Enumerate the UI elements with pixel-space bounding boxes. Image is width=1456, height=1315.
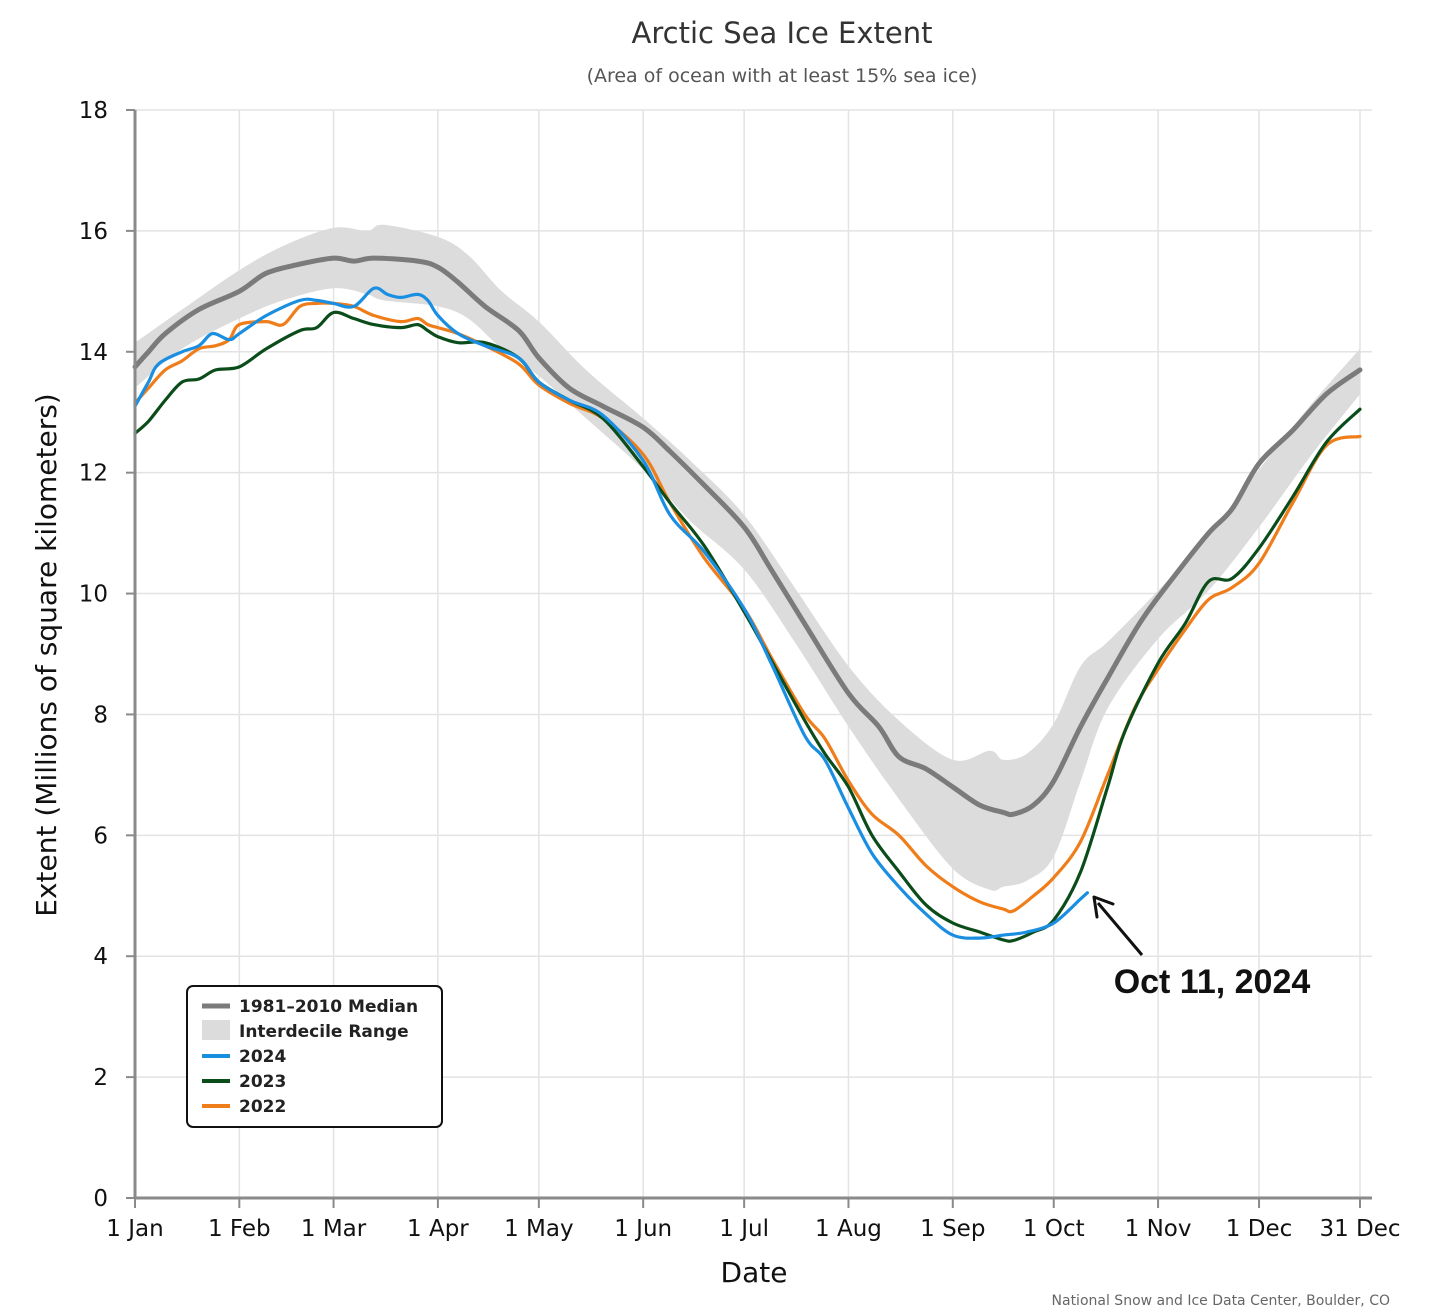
x-tick-label: 1 Jan: [106, 1216, 163, 1242]
legend-label-2023: 2023: [239, 1072, 286, 1092]
legend-label-2024: 2024: [239, 1047, 286, 1067]
y-tick-label: 12: [79, 461, 108, 487]
annotation-label: Oct 11, 2024: [1114, 963, 1311, 1001]
y-tick-label: 14: [79, 340, 108, 366]
x-tick-label: 1 Nov: [1125, 1216, 1192, 1242]
x-tick-label: 1 Dec: [1226, 1216, 1292, 1242]
y-tick-labels: 0 2 4 6 8 10 12 14 16 18: [79, 98, 135, 1212]
legend-label-median: 1981–2010 Median: [239, 997, 418, 1017]
x-axis-title: Date: [721, 1256, 788, 1289]
annotation: Oct 11, 2024: [1092, 895, 1311, 1001]
series-lines: [132, 255, 1363, 943]
x-tick-label: 1 Aug: [815, 1216, 882, 1242]
chart-title: Arctic Sea Ice Extent: [632, 16, 933, 50]
legend-label-2022: 2022: [239, 1097, 286, 1117]
x-tick-label: 1 Oct: [1023, 1216, 1085, 1242]
y-tick-label: 6: [93, 823, 108, 849]
x-tick-label: 1 Jul: [719, 1216, 769, 1242]
x-tick-label: 1 Feb: [208, 1216, 271, 1242]
series-line-2024: [133, 286, 1089, 940]
y-axis-title: Extent (Millions of square kilometers): [30, 393, 63, 916]
y-tick-label: 10: [79, 582, 108, 608]
y-tick-label: 8: [93, 702, 108, 728]
x-tick-label: 1 Mar: [301, 1216, 367, 1242]
annotation-arrowhead: [1092, 895, 1115, 919]
interdecile-band: [135, 224, 1360, 891]
x-tick-labels: 1 Jan 1 Feb 1 Mar 1 Apr 1 May 1 Jun 1 Jul 1 Aug…: [106, 1198, 1401, 1242]
y-tick-label: 2: [93, 1065, 108, 1091]
y-tick-label: 16: [79, 219, 108, 245]
x-tick-label: 31 Dec: [1319, 1216, 1400, 1242]
y-tick-label: 4: [93, 944, 108, 970]
y-tick-label: 18: [79, 98, 108, 124]
legend-box: [186, 985, 443, 1128]
legend-swatch-band: [202, 1020, 230, 1040]
x-tick-label: 1 May: [504, 1216, 574, 1242]
y-tick-label: 0: [93, 1186, 108, 1212]
x-tick-label: 1 Sep: [920, 1216, 985, 1242]
credit-text: National Snow and Ice Data Center, Bould…: [1052, 1293, 1390, 1309]
series-line-2023: [133, 310, 1362, 943]
legend-label-band: Interdecile Range: [239, 1022, 409, 1042]
x-tick-label: 1 Jun: [614, 1216, 672, 1242]
series-line-median: [132, 255, 1363, 818]
x-tick-label: 1 Apr: [407, 1216, 469, 1242]
chart-subtitle: (Area of ocean with at least 15% sea ice…: [587, 65, 978, 87]
annotation-arrow: [1096, 902, 1144, 956]
legend: 1981–2010 Median Interdecile Range 2024 …: [186, 985, 443, 1128]
